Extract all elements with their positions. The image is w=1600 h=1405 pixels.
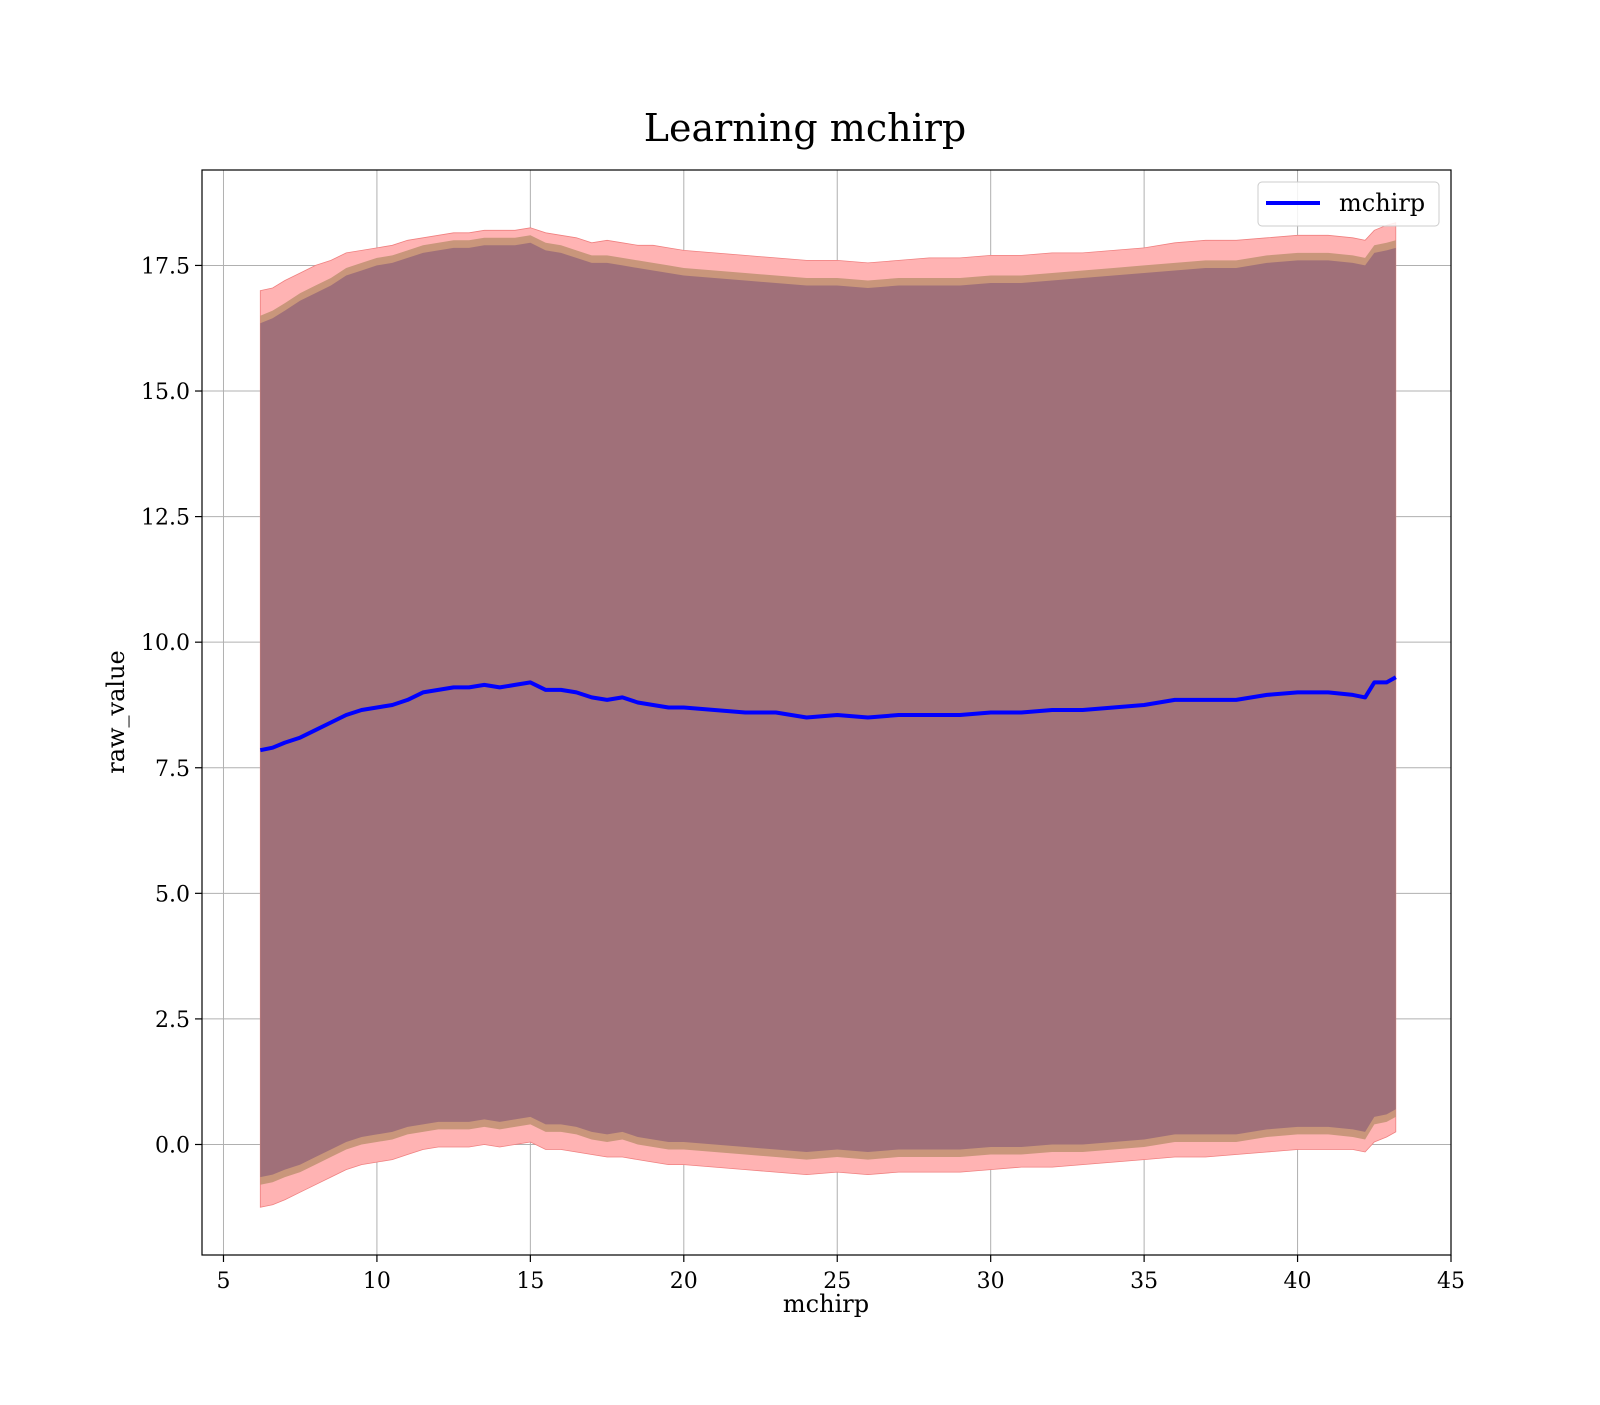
x-axis-title: mchirp — [783, 1290, 869, 1318]
x-tick-label: 45 — [1437, 1269, 1465, 1294]
y-tick-label: 12.5 — [141, 506, 190, 531]
x-axis-ticks: 5 10 15 20 25 30 35 40 45 — [216, 1255, 1465, 1294]
y-tick-label: 15.0 — [141, 380, 190, 405]
plot-frame — [201, 169, 1452, 1256]
x-tick-label: 15 — [516, 1269, 544, 1294]
inner-band — [260, 242, 1396, 1178]
chart-title: Learning mchirp — [644, 106, 966, 150]
x-tick-label: 40 — [1284, 1269, 1312, 1294]
series-lines — [259, 675, 1397, 753]
y-tick-label: 0.0 — [155, 1133, 190, 1158]
x-tick-label: 35 — [1130, 1269, 1158, 1294]
y-tick-label: 7.5 — [155, 757, 190, 782]
y-tick-label: 2.5 — [155, 1008, 190, 1033]
x-tick-label: 10 — [363, 1269, 391, 1294]
x-tick-label: 20 — [670, 1269, 698, 1294]
y-axis-title: raw_value — [102, 650, 130, 774]
y-tick-label: 5.0 — [155, 882, 190, 907]
legend-box — [1257, 181, 1440, 227]
legend-label: mchirp — [1339, 189, 1425, 217]
y-tick-label: 17.5 — [141, 254, 190, 279]
x-tick-label: 25 — [823, 1269, 851, 1294]
series-line-mchirp — [259, 675, 1397, 753]
y-axis-ticks: 0.0 2.5 5.0 7.5 10.0 12.5 15.0 17.5 — [141, 254, 202, 1158]
x-tick-label: 5 — [216, 1269, 230, 1294]
y-tick-label: 10.0 — [141, 631, 190, 656]
legend: mchirp — [1257, 181, 1440, 227]
x-tick-label: 30 — [977, 1269, 1005, 1294]
